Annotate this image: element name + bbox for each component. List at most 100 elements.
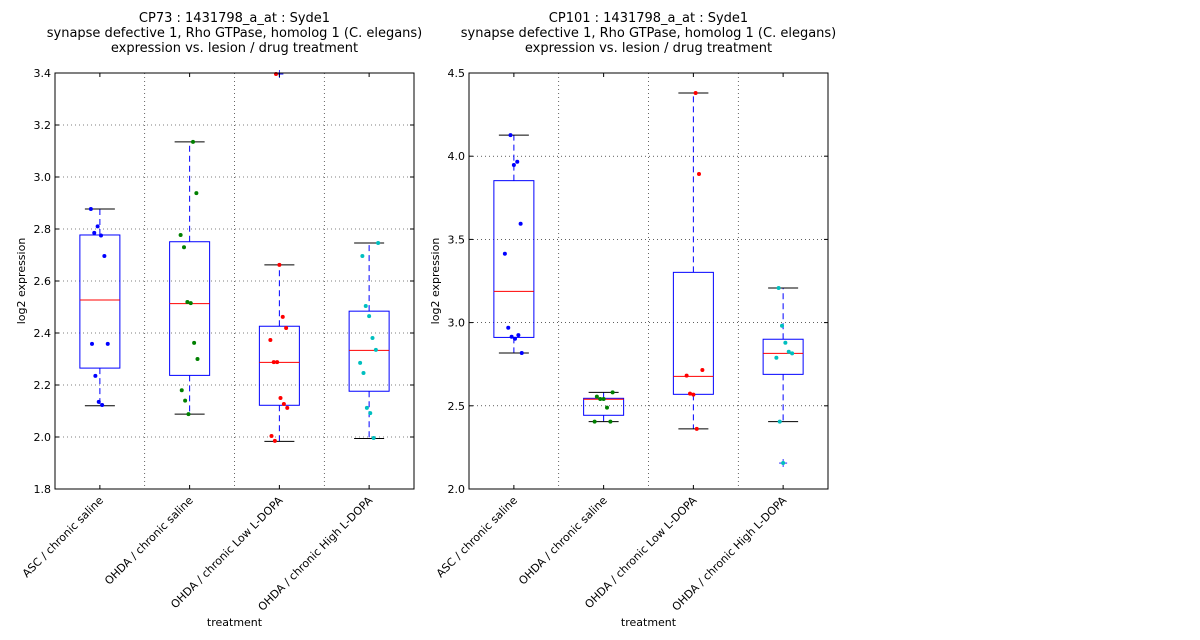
y-tick-label: 3.5 xyxy=(448,233,466,246)
data-point xyxy=(278,396,283,400)
chart-title-line: synapse defective 1, Rho GTPase, homolog… xyxy=(47,26,423,41)
data-point xyxy=(592,419,597,424)
data-point xyxy=(700,368,705,373)
data-point xyxy=(367,314,372,319)
data-point xyxy=(272,438,277,443)
y-tick-label: 2.2 xyxy=(34,379,52,392)
data-point xyxy=(697,172,701,177)
chart-title-line: CP73 : 1431798_a_at : Syde1 xyxy=(139,11,330,26)
plot-frame xyxy=(54,72,415,490)
data-point xyxy=(268,338,273,343)
data-point xyxy=(605,405,609,410)
data-point xyxy=(191,139,195,144)
y-tick-label: 2.8 xyxy=(34,223,52,236)
chart-title-line: expression vs. lesion / drug treatment xyxy=(525,41,772,56)
data-point xyxy=(693,90,698,95)
box-group xyxy=(672,90,714,431)
y-tick-label: 4.0 xyxy=(448,150,466,163)
data-point xyxy=(269,433,274,438)
data-point xyxy=(88,206,93,211)
y-tick-label: 3.2 xyxy=(34,119,52,132)
data-point xyxy=(598,396,603,401)
y-tick-label: 2.6 xyxy=(34,275,52,288)
data-point xyxy=(363,303,368,308)
data-point xyxy=(502,251,507,256)
data-point xyxy=(179,388,184,393)
data-point xyxy=(182,245,186,250)
data-point xyxy=(783,340,788,345)
x-tick-label: OHDA / chronic saline xyxy=(516,494,610,588)
data-point xyxy=(186,412,191,417)
data-point xyxy=(509,334,514,339)
y-tick-label: 3.0 xyxy=(34,171,52,184)
data-point xyxy=(786,349,791,354)
data-point xyxy=(96,399,101,404)
data-point xyxy=(102,254,107,259)
y-tick-label: 3.0 xyxy=(448,317,466,330)
data-point xyxy=(519,351,524,356)
data-point xyxy=(100,403,105,408)
y-tick-label: 2.4 xyxy=(34,327,52,340)
data-point xyxy=(280,314,285,319)
data-point xyxy=(780,323,784,328)
x-tick-label: OHDA / chronic saline xyxy=(102,494,196,588)
data-point xyxy=(684,373,689,378)
data-point xyxy=(284,326,289,331)
x-axis-label: treatment xyxy=(621,616,677,629)
data-point xyxy=(601,396,606,401)
data-point xyxy=(774,355,779,360)
y-tick-label: 2.0 xyxy=(34,431,52,444)
data-point xyxy=(511,163,516,168)
box xyxy=(762,338,804,375)
y-axis-label: log2 expression xyxy=(15,238,28,325)
y-tick-label: 4.5 xyxy=(448,67,466,80)
data-point xyxy=(376,241,381,246)
data-point xyxy=(271,360,276,365)
data-point xyxy=(364,405,369,410)
data-point xyxy=(183,398,188,403)
y-tick-label: 1.8 xyxy=(34,483,52,496)
y-tick-label: 2.0 xyxy=(448,483,466,496)
box-group xyxy=(258,70,300,443)
data-point xyxy=(358,360,363,365)
data-point xyxy=(285,405,290,410)
data-point xyxy=(277,262,282,267)
data-point xyxy=(694,426,699,431)
data-point xyxy=(194,191,199,196)
box-group xyxy=(348,241,390,441)
box xyxy=(493,180,535,338)
data-point xyxy=(691,392,696,397)
data-point xyxy=(93,373,98,378)
data-point xyxy=(518,221,523,226)
data-point xyxy=(371,436,376,441)
y-tick-label: 3.4 xyxy=(34,67,52,80)
data-point xyxy=(281,401,286,406)
data-point xyxy=(508,133,513,138)
data-point xyxy=(92,230,97,235)
data-point xyxy=(513,336,517,341)
data-point xyxy=(608,419,613,424)
data-point xyxy=(95,224,100,229)
data-point xyxy=(360,254,365,259)
data-point xyxy=(594,394,599,399)
box xyxy=(258,325,300,406)
box xyxy=(79,234,121,369)
data-point xyxy=(90,341,94,346)
box-group xyxy=(583,390,625,424)
y-tick-label: 2.5 xyxy=(448,400,466,413)
data-point xyxy=(506,325,511,330)
box-group xyxy=(169,139,211,417)
box-group xyxy=(762,285,804,468)
data-point xyxy=(105,341,110,346)
data-point xyxy=(516,333,521,338)
box-group xyxy=(79,206,121,408)
data-point xyxy=(781,461,786,466)
data-point xyxy=(777,419,782,424)
data-point xyxy=(178,232,183,237)
box xyxy=(348,310,390,392)
data-point xyxy=(373,347,378,352)
data-point xyxy=(776,285,781,290)
